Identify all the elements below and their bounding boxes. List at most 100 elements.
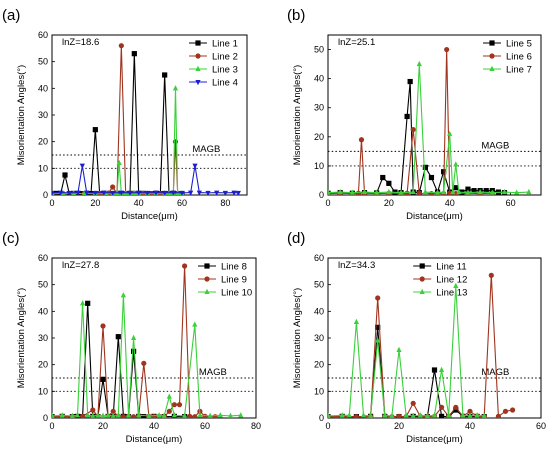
chart-panel-2: (b) MAGB lnZ=25.1 0 20 40 60 0 10 20 30 40 50 Distanc… <box>287 7 542 222</box>
magb-label: MAGB <box>199 367 227 378</box>
legend-marker <box>489 40 495 46</box>
data-point <box>431 412 438 418</box>
data-point <box>514 189 520 195</box>
data-point <box>62 172 68 178</box>
legend-marker <box>419 276 425 282</box>
x-tick-label: 20 <box>98 421 108 431</box>
data-point <box>115 334 121 340</box>
data-point <box>439 366 445 372</box>
y-tick-label: 10 <box>314 386 324 396</box>
data-point <box>52 190 55 195</box>
series-line <box>52 88 183 195</box>
data-point <box>100 323 106 329</box>
data-point <box>120 292 126 298</box>
data-point <box>131 414 137 418</box>
legend-label: Line 4 <box>212 78 238 89</box>
data-point <box>446 412 452 418</box>
data-point <box>380 174 386 181</box>
data-point <box>328 412 331 418</box>
data-point <box>453 161 459 167</box>
y-tick-label: 20 <box>314 132 324 142</box>
x-tick-label: 20 <box>90 198 100 208</box>
data-point <box>127 190 133 195</box>
data-point <box>170 190 176 195</box>
y-tick-label: 60 <box>314 253 324 263</box>
legend-label: Line 2 <box>212 52 238 63</box>
data-point <box>115 412 121 418</box>
data-point <box>447 130 453 136</box>
data-point <box>75 190 81 195</box>
data-point <box>187 413 193 418</box>
data-point <box>125 412 132 418</box>
data-point <box>453 282 459 288</box>
data-point <box>80 413 86 418</box>
legend-marker <box>195 80 201 86</box>
data-point <box>238 412 244 418</box>
data-point <box>172 85 179 91</box>
data-point <box>179 190 185 195</box>
data-point <box>346 412 352 418</box>
series-line <box>328 275 513 418</box>
y-tick-label: 0 <box>43 413 48 423</box>
y-tick-label: 50 <box>314 45 324 55</box>
data-point <box>144 190 150 195</box>
data-point <box>110 190 116 195</box>
legend-marker <box>419 263 425 269</box>
data-point <box>207 412 213 418</box>
legend-label: Line 9 <box>221 275 247 286</box>
data-point <box>416 190 422 195</box>
data-point <box>192 414 198 418</box>
data-point <box>410 126 416 133</box>
data-point <box>66 190 72 195</box>
magb-label: MAGB <box>481 367 509 378</box>
legend-label: Line 13 <box>436 288 467 299</box>
chart-panel-1: (a) MAGB lnZ=18.6 0 20 40 60 80 0 10 20 30 40 50 60 Dis… <box>2 7 248 222</box>
y-tick-label: 20 <box>38 137 48 147</box>
panel-label: (d) <box>287 230 305 247</box>
series-line <box>52 295 241 417</box>
data-point <box>80 300 86 306</box>
data-point <box>441 188 447 195</box>
x-tick-label: 80 <box>251 421 261 431</box>
legend-marker <box>204 276 210 282</box>
x-axis-label: Distance(μm) <box>126 434 183 445</box>
lnz-annotation: lnZ=27.8 <box>62 260 99 271</box>
y-tick-label: 30 <box>38 333 48 343</box>
y-tick-label: 20 <box>314 360 324 370</box>
data-point <box>416 60 422 67</box>
x-tick-label: 80 <box>220 198 230 208</box>
y-tick-label: 30 <box>38 110 48 120</box>
data-point <box>361 188 368 195</box>
legend-label: Line 7 <box>506 65 532 76</box>
data-point <box>396 413 402 418</box>
y-axis-label: Misorientation Angles(°) <box>292 288 303 388</box>
data-point <box>84 190 90 195</box>
data-point <box>131 51 137 57</box>
y-tick-label: 40 <box>314 306 324 316</box>
data-point <box>465 186 471 192</box>
data-point <box>141 360 147 366</box>
data-point <box>353 414 359 418</box>
y-tick-label: 30 <box>314 333 324 343</box>
data-point <box>92 190 98 195</box>
legend-marker <box>419 288 425 294</box>
data-point <box>368 412 374 418</box>
data-point <box>79 163 85 169</box>
data-point <box>118 43 124 49</box>
data-point <box>162 190 168 195</box>
x-tick-label: 40 <box>149 421 159 431</box>
data-point <box>339 412 345 418</box>
data-point <box>360 412 367 418</box>
data-point <box>424 412 430 418</box>
y-tick-label: 30 <box>314 103 324 113</box>
y-tick-label: 10 <box>314 161 324 171</box>
legend-marker <box>489 53 495 59</box>
data-point <box>386 188 392 195</box>
data-point <box>90 412 96 418</box>
data-point <box>188 190 194 195</box>
data-point <box>176 402 183 408</box>
x-tick-label: 0 <box>325 421 330 431</box>
x-tick-label: 40 <box>445 198 455 208</box>
data-point <box>353 318 359 324</box>
